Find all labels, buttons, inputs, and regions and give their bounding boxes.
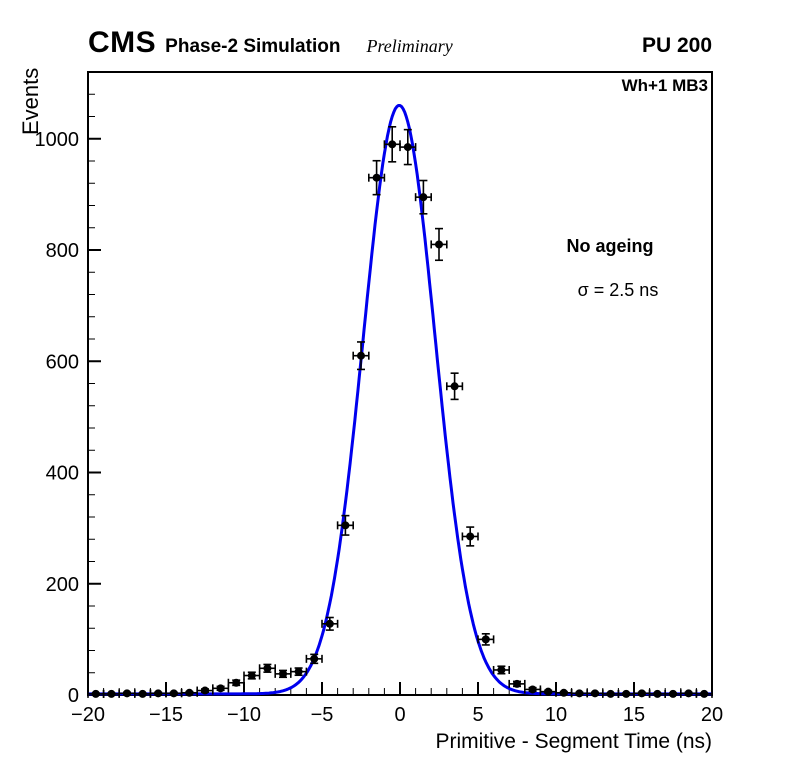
y-tick-label: 800 [46,240,79,262]
x-tick-label: −15 [149,704,183,726]
x-tick-label: −20 [71,704,105,726]
x-tick-label: −10 [227,704,261,726]
ageing-annotation: No ageing [566,236,654,256]
data-point-marker [622,689,631,698]
data-point-marker [575,689,584,698]
data-point-marker [481,635,490,644]
data-point-marker [669,689,677,698]
data-point-marker [403,143,412,152]
y-axis-title: Events [18,67,43,135]
data-point-marker [341,521,350,530]
data-point-marker [201,686,209,695]
data-point-marker [107,689,116,698]
data-point-marker [497,665,506,674]
wheel-station-label: Wh+1 MB3 [621,76,708,95]
x-tick-label: 15 [623,704,645,726]
data-point-marker [294,667,303,676]
y-tick-label: 1000 [35,129,80,151]
y-tick-label: 200 [46,574,79,596]
data-point-marker [169,689,178,698]
data-point-marker [388,140,397,149]
data-point-marker [435,240,443,249]
data-point-marker [528,685,537,694]
data-point-marker [419,193,428,202]
data-point-marker [123,689,131,698]
y-tick-label: 600 [46,351,79,373]
x-tick-label: 5 [472,704,483,726]
x-tick-label: 10 [545,704,567,726]
x-tick-label: 20 [701,704,723,726]
data-point-marker [247,671,256,680]
preliminary-label: Preliminary [366,36,453,56]
pileup-label: PU 200 [641,34,712,57]
y-tick-label: 400 [46,463,79,485]
data-point-marker [279,669,287,678]
y-tick-label: 0 [68,685,79,707]
plot-frame [87,71,713,696]
data-point-marker [700,689,709,698]
sigma-annotation: σ = 2.5 ns [577,280,659,300]
data-point-marker [559,688,568,697]
data-point-marker [232,678,241,687]
data-point-marker [466,532,475,541]
plot-header: CMS Phase-2 Simulation Preliminary PU 20… [88,26,712,60]
gaussian-fit-curve [88,104,712,696]
data-point-marker [216,684,225,693]
data-point-marker [684,689,693,698]
data-point-marker [591,689,599,698]
data-point-marker [325,619,334,628]
data-point-marker [450,382,459,391]
data-point-marker [91,689,100,698]
x-tick-label: −5 [311,704,334,726]
data-point-marker [513,679,521,688]
data-point-marker [653,689,662,698]
data-point-marker [185,688,194,697]
x-tick-label: 0 [394,704,405,726]
data-point-marker [154,689,163,698]
x-axis-title: Primitive - Segment Time (ns) [435,730,712,753]
simulation-label: Phase-2 Simulation [165,36,341,57]
data-point-marker [637,689,646,698]
data-point-marker [372,173,381,182]
data-point-marker [138,689,147,698]
data-point-marker [357,351,365,360]
experiment-label: CMS [88,26,157,59]
data-point-marker [263,664,272,673]
data-point-marker [310,654,319,663]
data-point-marker [544,687,553,696]
data-point-marker [606,689,615,698]
